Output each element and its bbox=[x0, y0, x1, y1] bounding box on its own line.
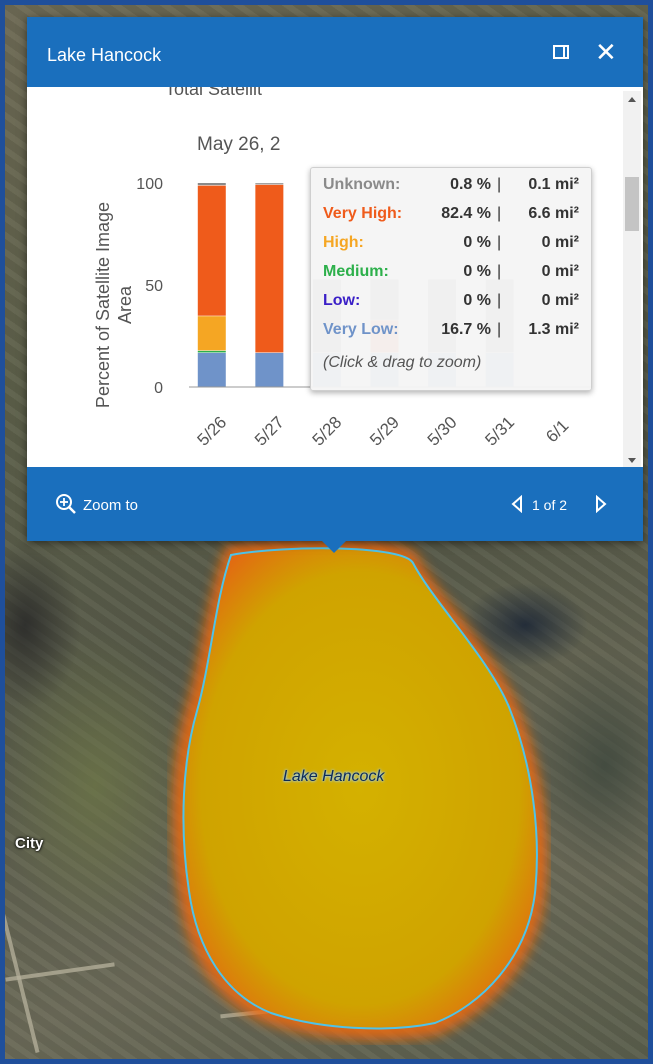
info-popup: Lake Hancock ✕ Total Satellit May 26, 2 … bbox=[27, 17, 643, 541]
next-feature-icon[interactable] bbox=[595, 495, 607, 513]
map-road bbox=[5, 887, 40, 1053]
x-tick-label: 5/29 bbox=[366, 413, 403, 450]
tooltip-percent: 82.4 % bbox=[441, 205, 491, 222]
tooltip-area: 0 mi² bbox=[541, 234, 579, 251]
scroll-thumb[interactable] bbox=[625, 177, 639, 231]
tooltip-label: Low: bbox=[323, 292, 361, 309]
chart-title: Total Satellit bbox=[165, 87, 262, 99]
bar-segment-very-low[interactable] bbox=[197, 352, 226, 387]
x-tick-label: 5/31 bbox=[481, 413, 518, 450]
tooltip-separator: | bbox=[497, 176, 502, 193]
tooltip-separator: | bbox=[497, 205, 502, 222]
x-tick-label: 5/30 bbox=[424, 413, 461, 450]
zoom-in-icon[interactable] bbox=[55, 493, 77, 515]
y-axis-label: Percent of Satellite Image Area bbox=[93, 202, 135, 408]
tooltip-separator: | bbox=[497, 321, 502, 338]
tooltip-area: 1.3 mi² bbox=[528, 321, 579, 338]
tooltip-area: 0 mi² bbox=[541, 263, 579, 280]
bar-segment-very-high[interactable] bbox=[197, 185, 226, 316]
tooltip-label: Medium: bbox=[323, 263, 389, 280]
tooltip-label: High: bbox=[323, 234, 364, 251]
tooltip-percent: 0 % bbox=[463, 292, 491, 309]
tooltip-separator: | bbox=[497, 234, 502, 251]
tooltip-percent: 0 % bbox=[463, 234, 491, 251]
scroll-down-arrow[interactable] bbox=[628, 458, 636, 463]
feature-pager: 1 of 2 bbox=[532, 497, 568, 513]
tooltip-area: 0.1 mi² bbox=[528, 176, 579, 193]
bar-segment-high[interactable] bbox=[197, 316, 226, 351]
bar-segment-very-high[interactable] bbox=[255, 184, 284, 353]
tooltip-area: 6.6 mi² bbox=[528, 205, 579, 222]
popup-content[interactable]: Total Satellit May 26, 2 Percent of Sate… bbox=[27, 87, 643, 467]
tooltip-hint: (Click & drag to zoom) bbox=[323, 354, 482, 371]
lake-bloom-overlay[interactable] bbox=[167, 535, 551, 1045]
popup-header: Lake Hancock ✕ bbox=[27, 17, 643, 87]
map-label-city: City bbox=[15, 835, 44, 852]
tooltip-label: Unknown: bbox=[323, 176, 401, 193]
previous-feature-icon[interactable] bbox=[511, 495, 523, 513]
chart-tooltip: Unknown: 0.8 % | 0.1 mi² Very High: 82.4 % | 6.… bbox=[310, 167, 592, 391]
bar-segment-very-low[interactable] bbox=[255, 352, 284, 387]
bar-segment-unknown[interactable] bbox=[255, 183, 284, 185]
map-label-lake: Lake Hancock bbox=[283, 768, 385, 785]
popup-title: Lake Hancock bbox=[47, 45, 162, 65]
y-tick-label: 0 bbox=[154, 380, 163, 397]
tooltip-label: Very Low: bbox=[323, 321, 399, 338]
chart-subtitle: May 26, 2 bbox=[197, 134, 280, 155]
close-icon[interactable]: ✕ bbox=[595, 37, 617, 67]
x-tick-label: 6/1 bbox=[542, 416, 572, 446]
popup-pointer bbox=[322, 541, 346, 553]
bar-segment-unknown[interactable] bbox=[197, 183, 226, 186]
zoom-to-button[interactable]: Zoom to bbox=[83, 497, 139, 514]
bar-segment-medium[interactable] bbox=[197, 350, 226, 353]
map-road bbox=[5, 962, 115, 982]
popup-scrollbar[interactable] bbox=[623, 91, 641, 469]
dock-icon[interactable] bbox=[553, 45, 569, 59]
tooltip-area: 0 mi² bbox=[541, 292, 579, 309]
tooltip-separator: | bbox=[497, 292, 502, 309]
x-tick-label: 5/27 bbox=[251, 413, 288, 450]
y-tick-label: 100 bbox=[136, 176, 163, 193]
tooltip-separator: | bbox=[497, 263, 502, 280]
y-tick-label: 50 bbox=[145, 278, 163, 295]
tooltip-percent: 0.8 % bbox=[450, 176, 491, 193]
tooltip-percent: 0 % bbox=[463, 263, 491, 280]
x-tick-label: 5/26 bbox=[193, 413, 230, 450]
popup-footer: Zoom to 1 of 2 bbox=[27, 467, 643, 541]
tooltip-label: Very High: bbox=[323, 205, 403, 222]
tooltip-percent: 16.7 % bbox=[441, 321, 491, 338]
x-tick-label: 5/28 bbox=[309, 413, 346, 450]
scroll-up-arrow[interactable] bbox=[628, 97, 636, 102]
